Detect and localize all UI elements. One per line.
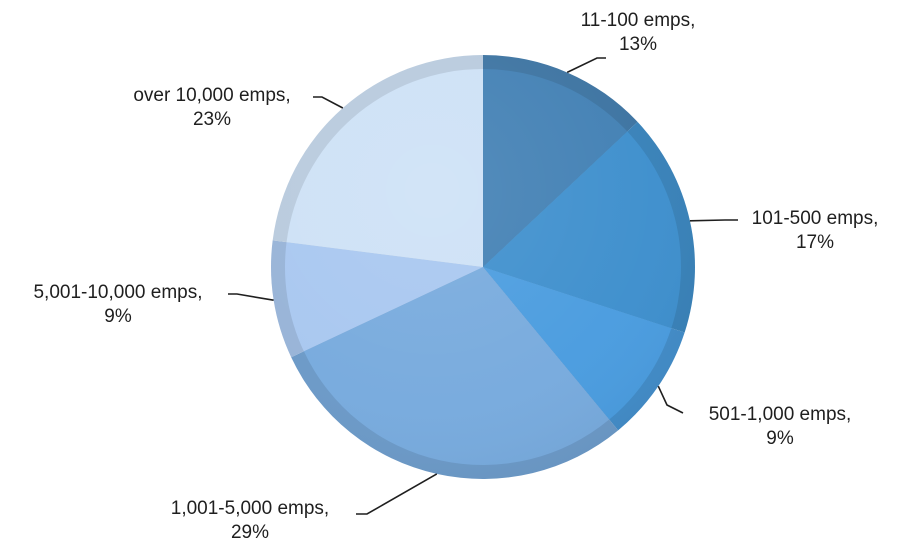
leader-line-1-001-5-000-emps (356, 473, 438, 515)
pie-slices (270, 55, 695, 479)
leader-line-5-001-10-000-emps (228, 293, 274, 301)
label-101-500-value: 17% (796, 232, 834, 253)
label-over-10000-value: 23% (193, 109, 231, 130)
label-11-100-category: 11-100 emps, (581, 10, 696, 31)
label-1001-5000-value: 29% (231, 522, 269, 543)
leader-line-101-500-emps (689, 219, 738, 222)
label-501-1000-value: 9% (766, 428, 794, 449)
leader-lines (228, 57, 738, 515)
label-101-500-category: 101-500 emps, (752, 208, 879, 229)
label-11-100-value: 13% (619, 34, 657, 55)
label-over-10000-category: over 10,000 emps, (133, 85, 290, 106)
label-5001-10000-category: 5,001-10,000 emps, (33, 282, 202, 303)
label-1001-5000-category: 1,001-5,000 emps, (171, 498, 329, 519)
leader-line-501-1-000-emps (657, 385, 684, 414)
label-501-1000-category: 501-1,000 emps, (709, 404, 852, 425)
pie-sheen (271, 55, 695, 479)
leader-line-over-10-000-emps (313, 96, 344, 109)
data-labels: 11-100 emps, 13% 101-500 emps, 17% 501-1… (33, 10, 878, 543)
leader-line-11-100-emps (566, 57, 606, 74)
label-5001-10000-value: 9% (104, 306, 132, 327)
